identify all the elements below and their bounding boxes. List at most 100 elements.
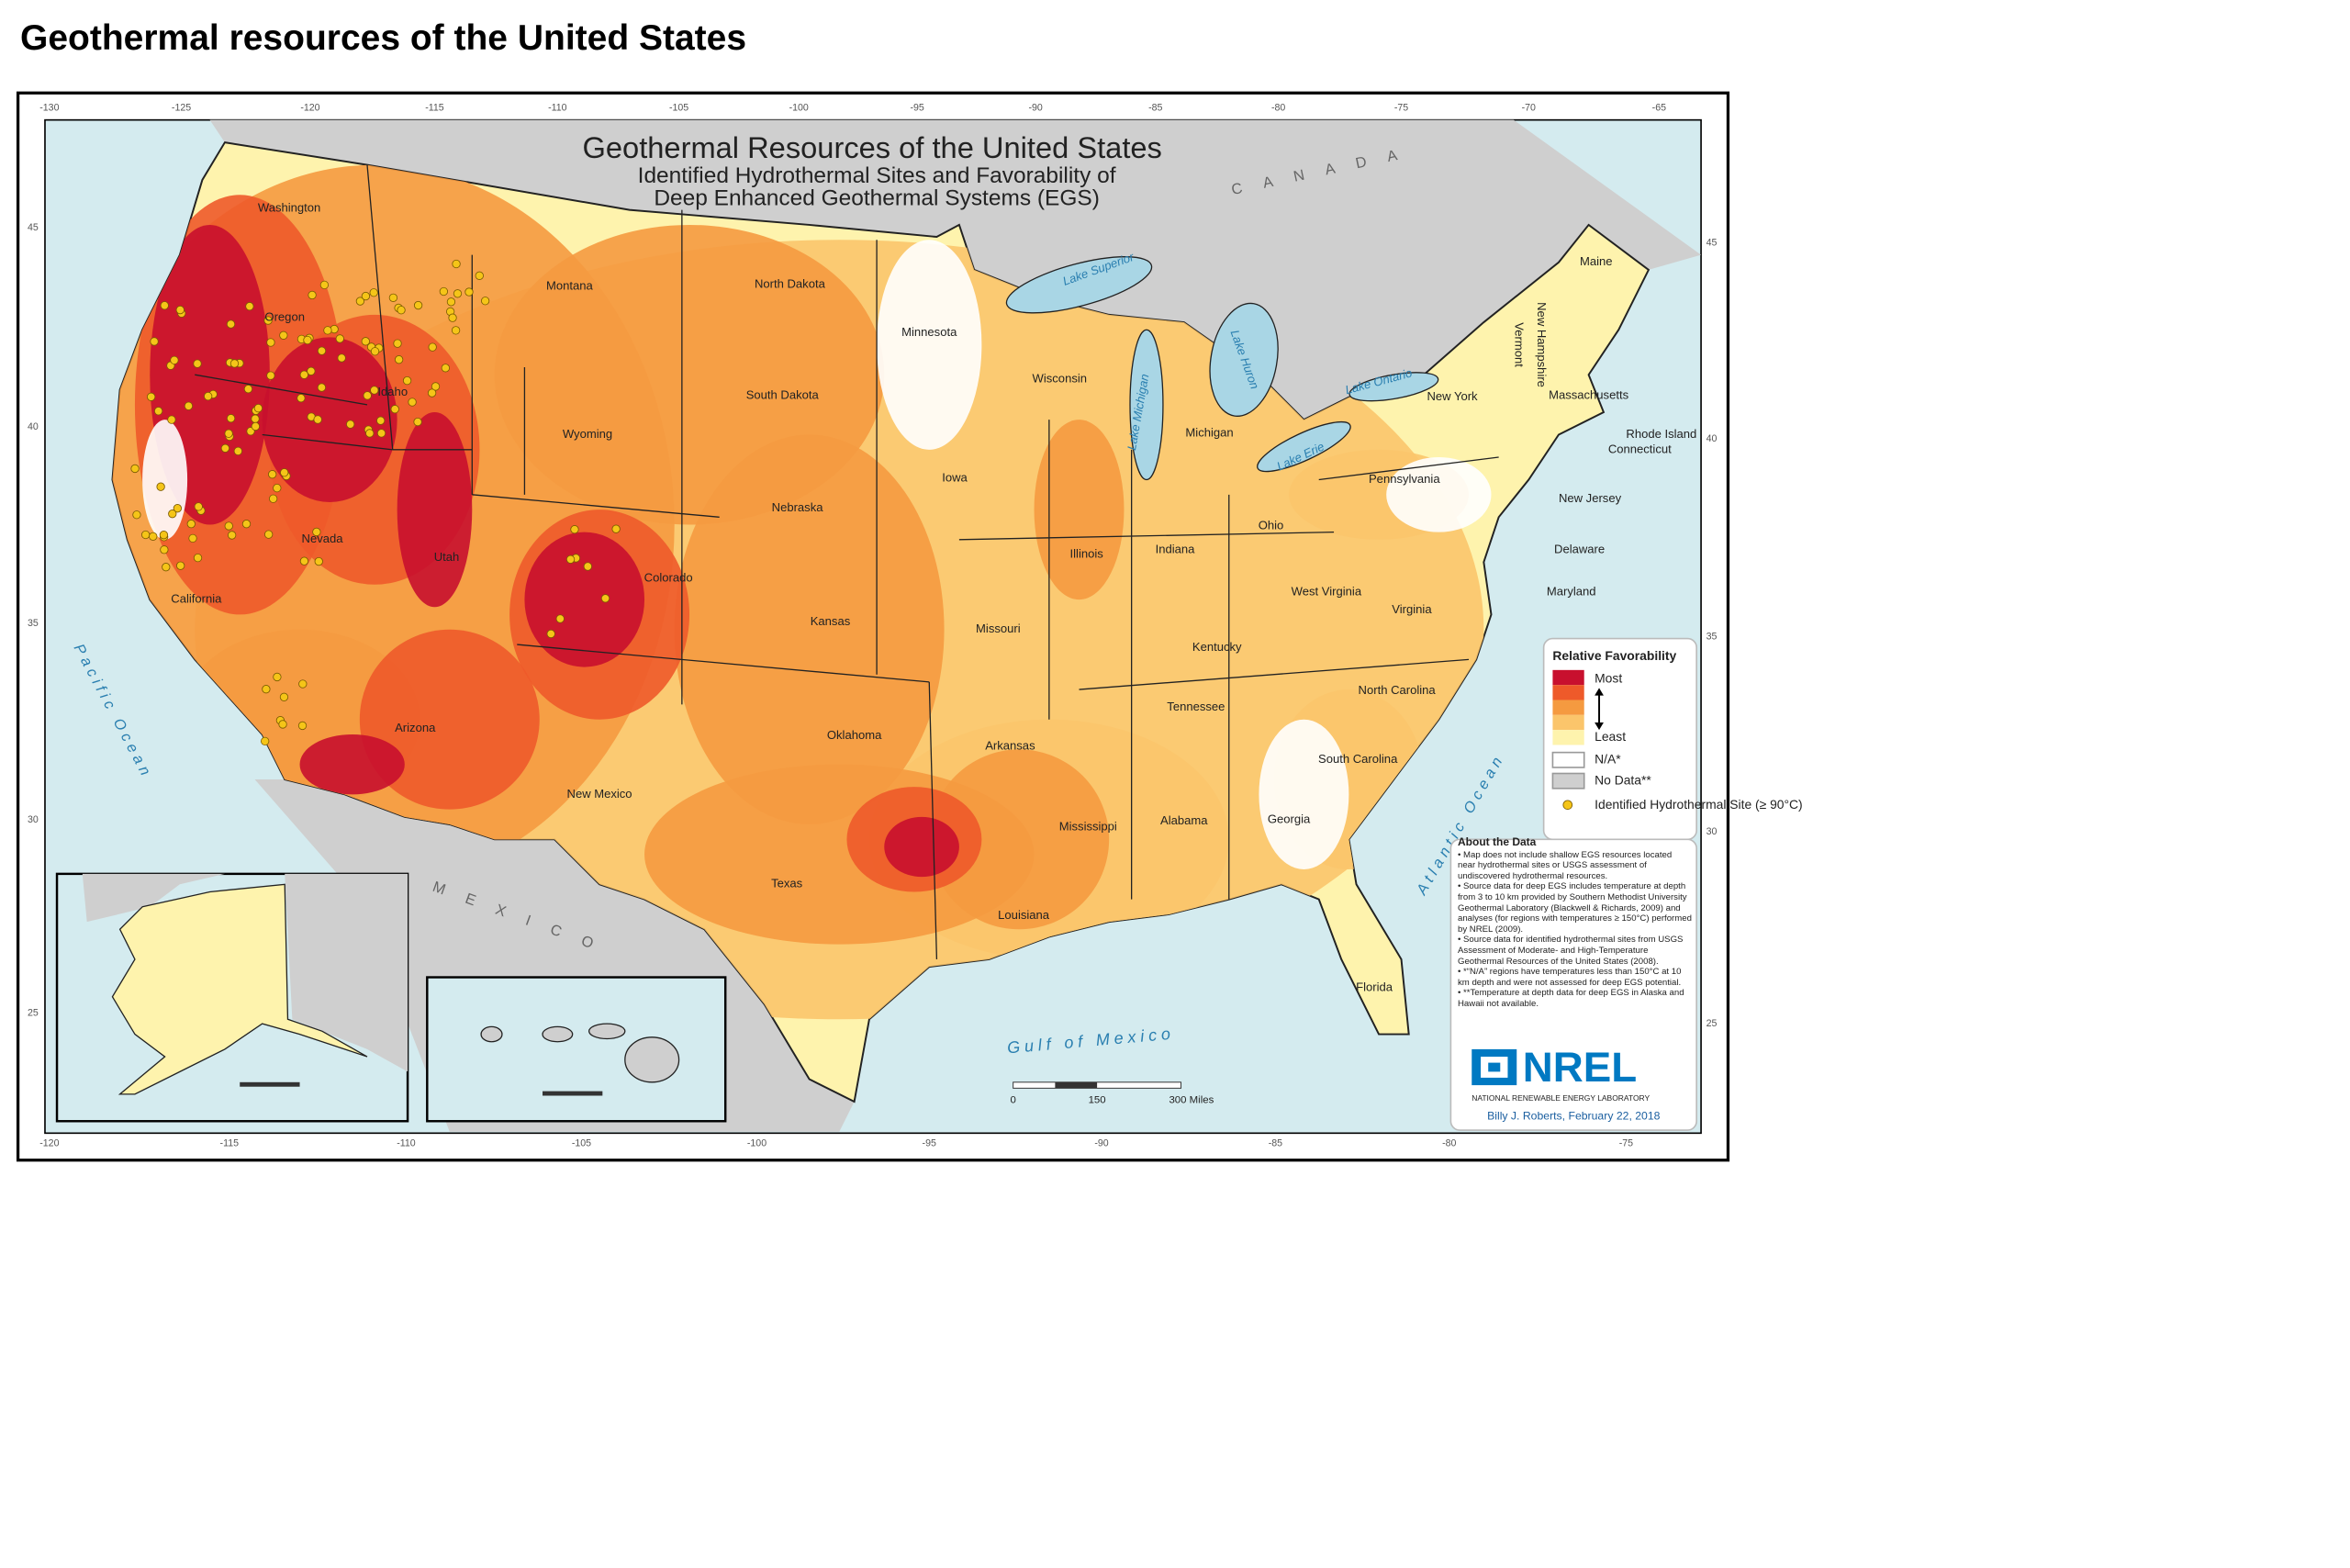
hydrothermal-site [204, 391, 213, 401]
hydrothermal-site [241, 520, 252, 529]
hydrothermal-site [363, 391, 372, 400]
state-label: Wisconsin [1033, 372, 1087, 386]
graticule-label: -105 [669, 102, 688, 113]
hydrothermal-site [224, 429, 233, 438]
hydrothermal-site [319, 280, 330, 290]
legend-label: No Data** [1595, 772, 1651, 787]
legend-label: N/A* [1595, 751, 1621, 766]
hydrothermal-site [480, 297, 490, 306]
page-title: Geothermal resources of the United State… [20, 18, 747, 58]
state-border [517, 644, 930, 683]
graticule-label: -95 [911, 102, 924, 113]
hydrothermal-sites [97, 259, 679, 1112]
hydrothermal-site [451, 326, 461, 335]
state-label: Maryland [1547, 584, 1596, 598]
hydrothermal-site [279, 692, 289, 701]
hydrothermal-site [431, 382, 441, 391]
hydrothermal-site [314, 556, 323, 566]
favorability-zone [1034, 420, 1125, 600]
hydrothermal-site [261, 736, 270, 746]
hydrothermal-site [153, 407, 163, 416]
hydrothermal-site [439, 286, 449, 297]
graticule-label: -75 [1394, 102, 1408, 113]
graticule-label: -90 [1094, 1138, 1108, 1149]
state-label: Arkansas [985, 739, 1035, 753]
hydrothermal-site [446, 297, 456, 307]
graticule-label: -130 [39, 102, 59, 113]
graticule-label: -80 [1442, 1138, 1456, 1149]
graticule-label: -65 [1652, 102, 1666, 113]
legend-swatch [1562, 800, 1573, 811]
hydrothermal-site [307, 366, 316, 375]
graticule-label: 45 [28, 222, 39, 233]
hydrothermal-site [402, 375, 412, 386]
hydrothermal-site [583, 562, 592, 571]
scale-label: 300 Miles [1169, 1094, 1214, 1105]
hydrothermal-site [160, 301, 169, 310]
lake [1129, 329, 1164, 481]
hydrothermal-site [475, 271, 484, 280]
hydrothermal-site [464, 287, 474, 297]
favorability [112, 164, 1492, 1020]
hydrothermal-site [150, 337, 159, 346]
graticule-label: 30 [1707, 826, 1718, 837]
state-label: Oklahoma [827, 728, 882, 742]
graticule-label: -100 [747, 1138, 767, 1149]
state-label: New York [1427, 389, 1478, 403]
hydrothermal-site [428, 342, 437, 352]
legend-swatch [1552, 714, 1584, 731]
hydrothermal-site [297, 394, 306, 403]
graticule-label: 30 [28, 814, 39, 825]
state-label: California [171, 592, 222, 606]
hydrothermal-site [394, 355, 404, 364]
favorability-zone [1259, 719, 1349, 869]
hydrothermal-site [376, 416, 386, 425]
scale-bar [543, 1091, 603, 1096]
hydrothermal-site [160, 545, 169, 554]
graticule-label: 25 [28, 1008, 39, 1019]
hydrothermal-site [323, 326, 332, 335]
hydrothermal-site [251, 421, 261, 431]
state-label: Arizona [395, 721, 436, 734]
hydrothermal-site [441, 364, 450, 373]
graticule-label: -120 [39, 1138, 59, 1149]
state-label: Rhode Island [1626, 427, 1696, 441]
logo-mark [1488, 1062, 1501, 1072]
state-label: Massachusetts [1549, 388, 1628, 402]
hydrothermal-site [263, 530, 274, 539]
state-label: Louisiana [998, 908, 1050, 922]
state-border [262, 433, 393, 451]
hydrothermal-site [452, 259, 461, 269]
hydrothermal-site [303, 335, 312, 345]
hydrothermal-site [299, 370, 309, 379]
hydrothermal-site [266, 338, 275, 347]
favorability-zone [877, 240, 982, 450]
favorability-zone [299, 734, 405, 795]
hydrothermal-site [280, 468, 289, 477]
state-label: Maine [1580, 254, 1613, 268]
hydrothermal-site [393, 339, 402, 348]
legend-title: Relative Favorability [1552, 648, 1676, 663]
hydrothermal-site [361, 337, 370, 346]
scale-bar [1055, 1081, 1098, 1089]
nrel-logo: NREL NATIONAL RENEWABLE ENERGY LABORATOR… [1472, 1044, 1661, 1123]
lake [1257, 420, 1351, 473]
state-border [1079, 658, 1470, 690]
state-label: North Carolina [1359, 683, 1437, 697]
hydrothermal-site [346, 420, 355, 429]
about-data: About the Data • Map does not include sh… [1458, 836, 1692, 1010]
state-label: New Mexico [567, 787, 632, 801]
scale-bar [240, 1081, 300, 1087]
state-label: South Dakota [746, 388, 820, 402]
hydrothermal-site [312, 527, 321, 537]
hydrothermal-site [188, 533, 197, 543]
hydrothermal-site [268, 494, 278, 503]
state-label: New Hampshire [1535, 302, 1549, 387]
hydrothermal-site [156, 482, 165, 491]
graticule-label: -70 [1522, 102, 1536, 113]
about-note: • *“N/A” regions have temperatures less … [1458, 967, 1682, 988]
hydrothermal-site [186, 519, 196, 529]
hydrothermal-site [193, 359, 202, 368]
